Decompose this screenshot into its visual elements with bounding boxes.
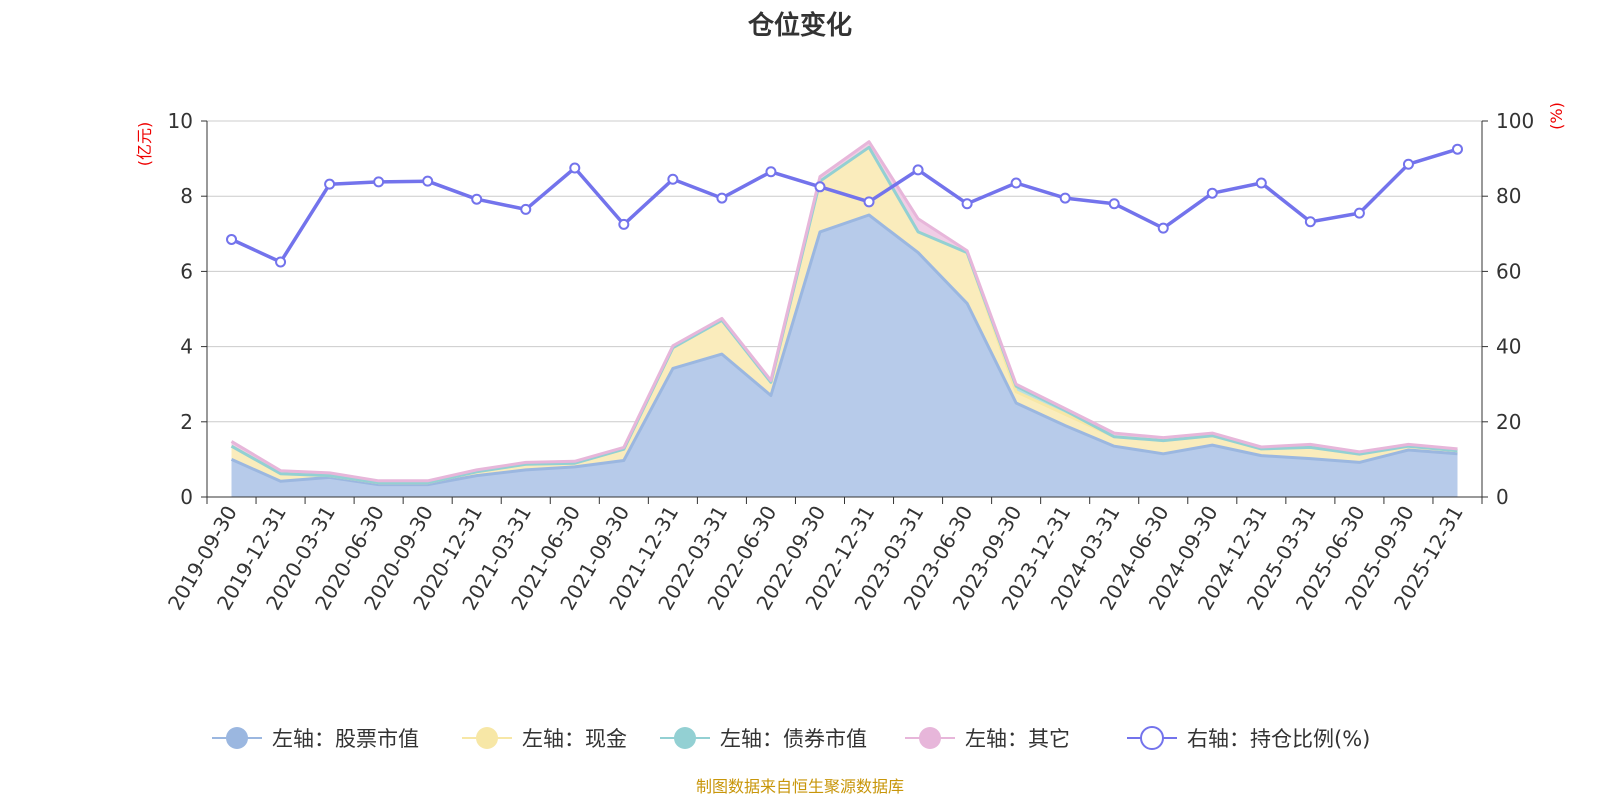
ratio-line [230,147,1459,264]
legend-label: 左轴：债券市值 [720,727,867,751]
legend-label: 左轴：股票市值 [272,727,419,751]
ratio-point [618,218,630,230]
ratio-point [1157,222,1169,234]
right-tick-label: 40 [1496,335,1521,359]
ratio-point [1108,198,1120,210]
left-tick-label: 4 [180,335,193,359]
ratio-point [373,176,385,188]
left-tick-label: 6 [180,259,193,283]
right-axis-unit: (%) [1547,102,1566,130]
ratio-point [569,162,581,174]
left-tick-label: 8 [180,184,193,208]
ratio-point [1010,177,1022,189]
right-tick-label: 20 [1496,410,1521,434]
legend-swatch [476,727,498,749]
left-axis-unit: (亿元) [135,122,154,167]
line-左轴：其它 [230,140,1458,483]
data-source-note: 制图数据来自恒生聚源数据库 [696,777,904,796]
ratio-point [765,166,777,178]
legend-label: 右轴：持仓比例(%) [1187,727,1370,751]
legend-swatch [1140,726,1164,750]
ratio-point [1059,192,1071,204]
right-tick-label: 60 [1496,259,1521,283]
legend-label: 左轴：现金 [522,727,627,751]
line-左轴：债券市值 [230,145,1458,485]
line-左轴：股票市值 [230,213,1458,487]
ratio-point [1255,177,1267,189]
ratio-point [1206,187,1218,199]
ratio-point [226,233,238,245]
ratio-point [324,178,336,190]
right-tick-label: 80 [1496,184,1521,208]
left-tick-label: 2 [180,410,193,434]
legend-label: 左轴：其它 [965,727,1070,751]
right-tick-label: 100 [1496,109,1534,133]
legend-swatch [226,727,248,749]
ratio-point [275,256,287,268]
ratio-point [863,196,875,208]
legend-swatch [674,727,696,749]
ratio-point [716,192,728,204]
ratio-point [912,164,924,176]
ratio-point [667,173,679,185]
chart-title: 仓位变化 [747,10,852,41]
ratio-point [1451,143,1463,155]
ratio-point [1304,216,1316,228]
ratio-point [422,175,434,187]
area-左轴：股票市值 [231,215,1458,497]
ratio-point [814,181,826,193]
ratio-point [520,203,532,215]
left-tick-label: 0 [180,485,193,509]
legend: 左轴：股票市值 左轴：现金 左轴：债券市值 左轴：其它 右轴：持仓比例(%) [212,726,1370,751]
left-tick-label: 10 [168,109,193,133]
ratio-point [1402,158,1414,170]
legend-swatch [919,727,941,749]
ratio-point [1353,207,1365,219]
ratio-point [471,193,483,205]
stacked-areas [230,140,1458,497]
right-tick-label: 0 [1496,485,1509,509]
ratio-point [961,198,973,210]
ratio-series [226,143,1463,268]
